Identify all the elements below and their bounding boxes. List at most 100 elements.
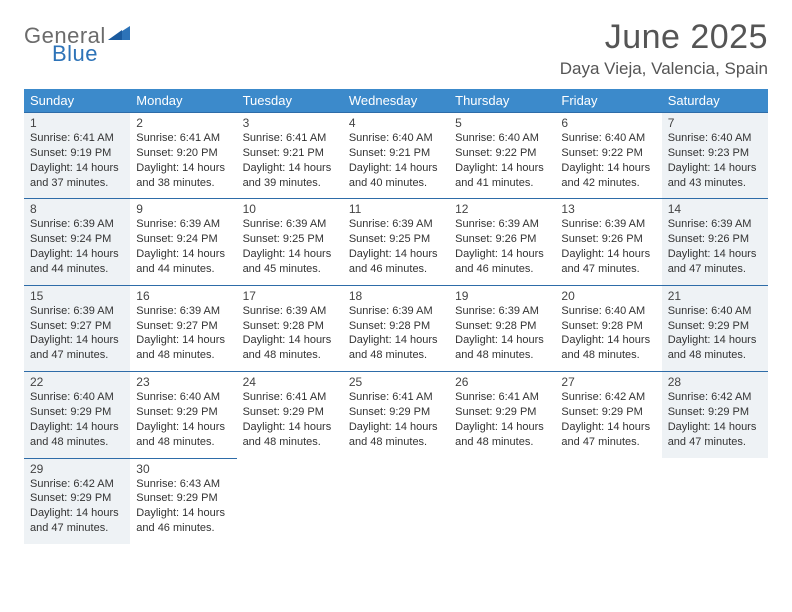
calendar-cell: 8Sunrise: 6:39 AMSunset: 9:24 PMDaylight… [24, 198, 130, 284]
weekday-header: Thursday [449, 89, 555, 112]
day-info: Sunrise: 6:40 AMSunset: 9:22 PMDaylight:… [455, 131, 549, 190]
calendar-cell: 27Sunrise: 6:42 AMSunset: 9:29 PMDayligh… [555, 371, 661, 457]
day-info: Sunrise: 6:39 AMSunset: 9:28 PMDaylight:… [349, 304, 443, 363]
weekday-header: Monday [130, 89, 236, 112]
day-number: 11 [349, 202, 443, 216]
day-info: Sunrise: 6:41 AMSunset: 9:29 PMDaylight:… [455, 390, 549, 449]
day-info: Sunrise: 6:40 AMSunset: 9:21 PMDaylight:… [349, 131, 443, 190]
day-number: 26 [455, 375, 549, 389]
calendar-cell: 22Sunrise: 6:40 AMSunset: 9:29 PMDayligh… [24, 371, 130, 457]
day-cell: 3Sunrise: 6:41 AMSunset: 9:21 PMDaylight… [237, 112, 343, 198]
calendar-cell: 18Sunrise: 6:39 AMSunset: 9:28 PMDayligh… [343, 285, 449, 371]
day-number: 27 [561, 375, 655, 389]
day-cell: 26Sunrise: 6:41 AMSunset: 9:29 PMDayligh… [449, 371, 555, 457]
day-info: Sunrise: 6:40 AMSunset: 9:28 PMDaylight:… [561, 304, 655, 363]
day-number: 9 [136, 202, 230, 216]
day-info: Sunrise: 6:39 AMSunset: 9:26 PMDaylight:… [455, 217, 549, 276]
calendar-cell: 30Sunrise: 6:43 AMSunset: 9:29 PMDayligh… [130, 458, 236, 544]
calendar-cell: 23Sunrise: 6:40 AMSunset: 9:29 PMDayligh… [130, 371, 236, 457]
day-number: 1 [30, 116, 124, 130]
day-info: Sunrise: 6:40 AMSunset: 9:22 PMDaylight:… [561, 131, 655, 190]
day-number: 14 [668, 202, 762, 216]
day-info: Sunrise: 6:40 AMSunset: 9:29 PMDaylight:… [668, 304, 762, 363]
page-title: June 2025 [560, 18, 768, 57]
calendar-cell: 6Sunrise: 6:40 AMSunset: 9:22 PMDaylight… [555, 112, 661, 198]
calendar-cell: 4Sunrise: 6:40 AMSunset: 9:21 PMDaylight… [343, 112, 449, 198]
day-cell: 15Sunrise: 6:39 AMSunset: 9:27 PMDayligh… [24, 285, 130, 371]
empty-cell [449, 458, 555, 544]
day-number: 5 [455, 116, 549, 130]
calendar-cell: 29Sunrise: 6:42 AMSunset: 9:29 PMDayligh… [24, 458, 130, 544]
day-info: Sunrise: 6:39 AMSunset: 9:25 PMDaylight:… [243, 217, 337, 276]
weekday-header: Tuesday [237, 89, 343, 112]
day-number: 30 [136, 462, 230, 476]
location-text: Daya Vieja, Valencia, Spain [560, 59, 768, 79]
calendar-cell: 12Sunrise: 6:39 AMSunset: 9:26 PMDayligh… [449, 198, 555, 284]
day-cell: 4Sunrise: 6:40 AMSunset: 9:21 PMDaylight… [343, 112, 449, 198]
day-number: 28 [668, 375, 762, 389]
day-info: Sunrise: 6:41 AMSunset: 9:19 PMDaylight:… [30, 131, 124, 190]
day-info: Sunrise: 6:42 AMSunset: 9:29 PMDaylight:… [30, 477, 124, 536]
calendar-cell: 16Sunrise: 6:39 AMSunset: 9:27 PMDayligh… [130, 285, 236, 371]
calendar-cell: 10Sunrise: 6:39 AMSunset: 9:25 PMDayligh… [237, 198, 343, 284]
day-number: 6 [561, 116, 655, 130]
day-number: 22 [30, 375, 124, 389]
weekday-header: Wednesday [343, 89, 449, 112]
day-number: 18 [349, 289, 443, 303]
calendar-cell: 13Sunrise: 6:39 AMSunset: 9:26 PMDayligh… [555, 198, 661, 284]
calendar-cell [662, 458, 768, 544]
day-cell: 24Sunrise: 6:41 AMSunset: 9:29 PMDayligh… [237, 371, 343, 457]
calendar-cell: 28Sunrise: 6:42 AMSunset: 9:29 PMDayligh… [662, 371, 768, 457]
day-number: 3 [243, 116, 337, 130]
day-info: Sunrise: 6:40 AMSunset: 9:29 PMDaylight:… [136, 390, 230, 449]
calendar-week-row: 8 Sunrise: 6:39 AMSunset: 9:24 PMDaylight… [24, 198, 768, 284]
weekday-header-row: Sunday Monday Tuesday Wednesday Thursday… [24, 89, 768, 112]
calendar-week-row: 15 Sunrise: 6:39 AMSunset: 9:27 PMDayligh… [24, 285, 768, 371]
day-number: 12 [455, 202, 549, 216]
empty-cell [343, 458, 449, 544]
day-info: Sunrise: 6:42 AMSunset: 9:29 PMDaylight:… [561, 390, 655, 449]
day-cell: 20Sunrise: 6:40 AMSunset: 9:28 PMDayligh… [555, 285, 661, 371]
day-cell: 9Sunrise: 6:39 AMSunset: 9:24 PMDaylight… [130, 198, 236, 284]
calendar-cell: 1Sunrise: 6:41 AMSunset: 9:19 PMDaylight… [24, 112, 130, 198]
day-info: Sunrise: 6:40 AMSunset: 9:29 PMDaylight:… [30, 390, 124, 449]
day-number: 15 [30, 289, 124, 303]
day-info: Sunrise: 6:39 AMSunset: 9:28 PMDaylight:… [455, 304, 549, 363]
calendar-cell: 26Sunrise: 6:41 AMSunset: 9:29 PMDayligh… [449, 371, 555, 457]
day-cell: 7Sunrise: 6:40 AMSunset: 9:23 PMDaylight… [662, 112, 768, 198]
day-number: 16 [136, 289, 230, 303]
day-number: 23 [136, 375, 230, 389]
calendar-cell: 11Sunrise: 6:39 AMSunset: 9:25 PMDayligh… [343, 198, 449, 284]
empty-cell [555, 458, 661, 544]
day-info: Sunrise: 6:39 AMSunset: 9:26 PMDaylight:… [561, 217, 655, 276]
calendar-week-row: 22Sunrise: 6:40 AMSunset: 9:29 PMDayligh… [24, 371, 768, 457]
day-info: Sunrise: 6:43 AMSunset: 9:29 PMDaylight:… [136, 477, 230, 536]
day-cell: 23Sunrise: 6:40 AMSunset: 9:29 PMDayligh… [130, 371, 236, 457]
day-info: Sunrise: 6:41 AMSunset: 9:20 PMDaylight:… [136, 131, 230, 190]
day-info: Sunrise: 6:39 AMSunset: 9:24 PMDaylight:… [136, 217, 230, 276]
day-cell: 22Sunrise: 6:40 AMSunset: 9:29 PMDayligh… [24, 371, 130, 457]
calendar-cell [343, 458, 449, 544]
calendar-cell: 14Sunrise: 6:39 AMSunset: 9:26 PMDayligh… [662, 198, 768, 284]
calendar-cell: 9Sunrise: 6:39 AMSunset: 9:24 PMDaylight… [130, 198, 236, 284]
day-info: Sunrise: 6:40 AMSunset: 9:23 PMDaylight:… [668, 131, 762, 190]
calendar-cell: 5Sunrise: 6:40 AMSunset: 9:22 PMDaylight… [449, 112, 555, 198]
day-cell: 18Sunrise: 6:39 AMSunset: 9:28 PMDayligh… [343, 285, 449, 371]
day-cell: 21Sunrise: 6:40 AMSunset: 9:29 PMDayligh… [662, 285, 768, 371]
calendar-cell: 21Sunrise: 6:40 AMSunset: 9:29 PMDayligh… [662, 285, 768, 371]
calendar-week-row: 29Sunrise: 6:42 AMSunset: 9:29 PMDayligh… [24, 458, 768, 544]
day-cell: 11Sunrise: 6:39 AMSunset: 9:25 PMDayligh… [343, 198, 449, 284]
day-number: 19 [455, 289, 549, 303]
day-info: Sunrise: 6:39 AMSunset: 9:25 PMDaylight:… [349, 217, 443, 276]
day-number: 2 [136, 116, 230, 130]
day-info: Sunrise: 6:39 AMSunset: 9:26 PMDaylight:… [668, 217, 762, 276]
calendar-cell [449, 458, 555, 544]
day-number: 20 [561, 289, 655, 303]
day-cell: 16Sunrise: 6:39 AMSunset: 9:27 PMDayligh… [130, 285, 236, 371]
day-number: 7 [668, 116, 762, 130]
day-info: Sunrise: 6:39 AMSunset: 9:27 PMDaylight:… [136, 304, 230, 363]
day-cell: 12Sunrise: 6:39 AMSunset: 9:26 PMDayligh… [449, 198, 555, 284]
day-number: 8 [30, 202, 124, 216]
calendar-table: Sunday Monday Tuesday Wednesday Thursday… [24, 89, 768, 544]
day-cell: 19Sunrise: 6:39 AMSunset: 9:28 PMDayligh… [449, 285, 555, 371]
